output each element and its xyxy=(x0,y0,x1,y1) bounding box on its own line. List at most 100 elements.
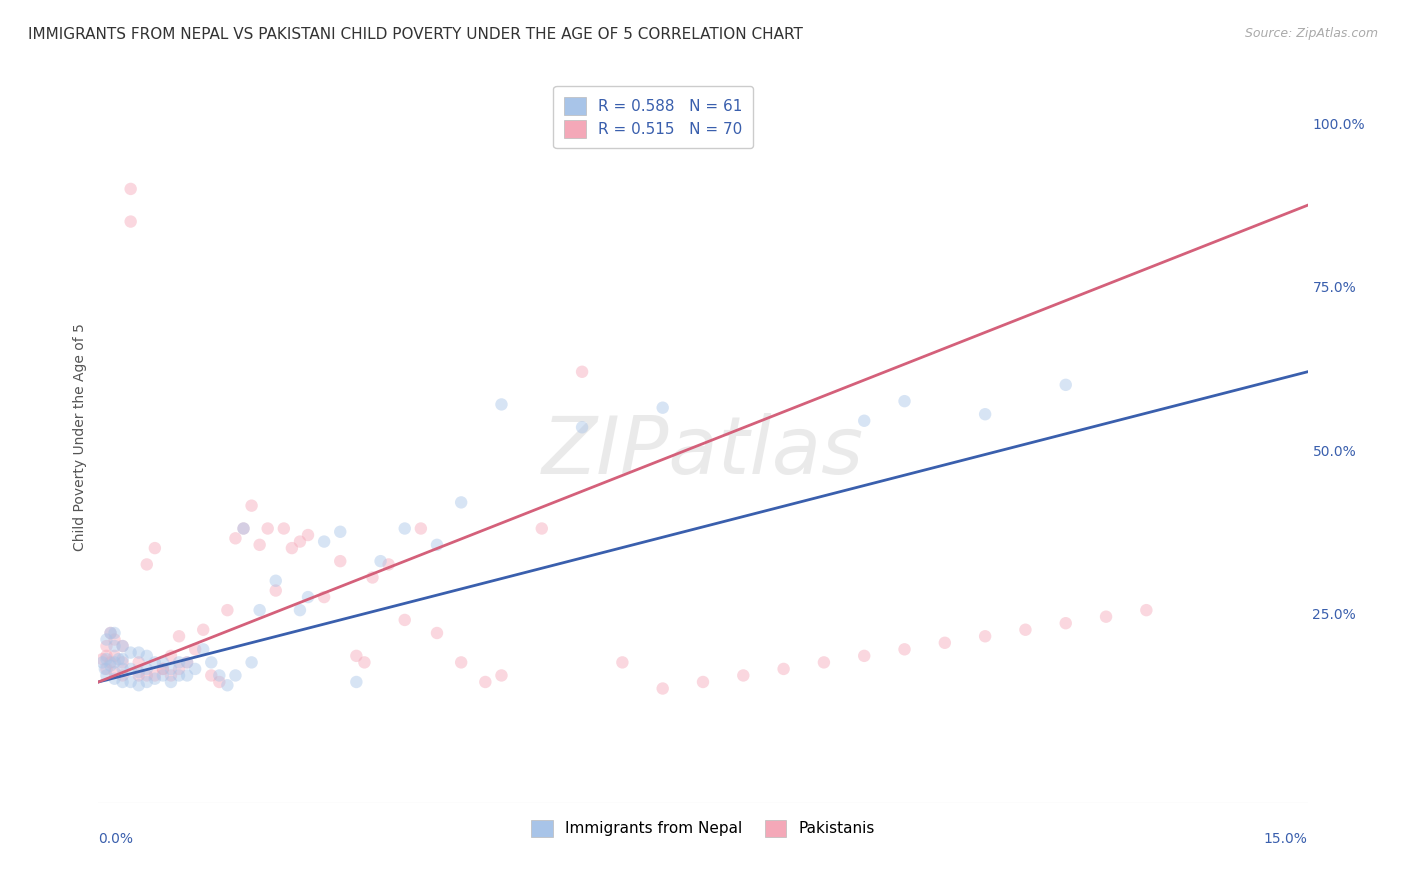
Point xyxy=(176,656,198,670)
Point xyxy=(288,603,311,617)
Point xyxy=(249,538,271,552)
Point xyxy=(224,668,246,682)
Point xyxy=(853,648,876,663)
Point xyxy=(120,662,142,676)
Point xyxy=(96,632,118,647)
Point xyxy=(571,365,593,379)
Y-axis label: Child Poverty Under the Age of 5: Child Poverty Under the Age of 5 xyxy=(73,323,87,551)
Point xyxy=(651,681,673,696)
Point xyxy=(208,668,231,682)
Point xyxy=(1095,609,1118,624)
Point xyxy=(176,656,198,670)
Point xyxy=(344,648,367,663)
Point xyxy=(256,521,278,535)
Point xyxy=(128,678,150,692)
Point xyxy=(329,554,352,568)
Point xyxy=(160,668,183,682)
Point xyxy=(893,642,915,657)
Point xyxy=(167,629,190,643)
Point xyxy=(651,401,673,415)
Point xyxy=(217,678,239,692)
Point xyxy=(853,414,876,428)
Point xyxy=(111,675,134,690)
Legend: Immigrants from Nepal, Pakistanis: Immigrants from Nepal, Pakistanis xyxy=(522,811,884,847)
Point xyxy=(329,524,352,539)
Text: 15.0%: 15.0% xyxy=(1264,832,1308,846)
Point xyxy=(143,541,166,555)
Text: IMMIGRANTS FROM NEPAL VS PAKISTANI CHILD POVERTY UNDER THE AGE OF 5 CORRELATION : IMMIGRANTS FROM NEPAL VS PAKISTANI CHILD… xyxy=(28,27,803,42)
Point xyxy=(249,603,271,617)
Point xyxy=(208,675,231,690)
Point xyxy=(288,534,311,549)
Point xyxy=(120,646,142,660)
Point xyxy=(692,675,714,690)
Point xyxy=(1054,377,1077,392)
Point xyxy=(94,662,117,676)
Point xyxy=(96,648,118,663)
Point xyxy=(893,394,915,409)
Point xyxy=(103,639,125,653)
Point xyxy=(612,656,634,670)
Point xyxy=(167,656,190,670)
Point xyxy=(370,554,392,568)
Point xyxy=(91,652,114,666)
Point xyxy=(176,668,198,682)
Point xyxy=(152,662,174,676)
Point xyxy=(135,668,157,682)
Point xyxy=(297,590,319,604)
Point xyxy=(426,538,449,552)
Point xyxy=(240,499,263,513)
Point xyxy=(135,675,157,690)
Point xyxy=(167,668,190,682)
Point xyxy=(240,656,263,670)
Point xyxy=(128,665,150,680)
Point xyxy=(107,652,129,666)
Point xyxy=(111,662,134,676)
Point xyxy=(264,583,287,598)
Point xyxy=(474,675,496,690)
Point xyxy=(143,668,166,682)
Point xyxy=(426,626,449,640)
Point xyxy=(143,672,166,686)
Point xyxy=(152,662,174,676)
Point xyxy=(160,648,183,663)
Point xyxy=(128,656,150,670)
Point xyxy=(353,656,375,670)
Point xyxy=(273,521,295,535)
Point xyxy=(297,528,319,542)
Point xyxy=(491,668,513,682)
Point xyxy=(193,623,215,637)
Point xyxy=(91,656,114,670)
Point xyxy=(96,668,118,682)
Point xyxy=(135,648,157,663)
Point xyxy=(103,648,125,663)
Point xyxy=(281,541,304,555)
Point xyxy=(491,397,513,411)
Point xyxy=(103,672,125,686)
Point xyxy=(111,639,134,653)
Point xyxy=(530,521,553,535)
Point xyxy=(409,521,432,535)
Point xyxy=(160,662,183,676)
Point xyxy=(100,626,122,640)
Point xyxy=(111,656,134,670)
Point xyxy=(394,521,416,535)
Point xyxy=(344,675,367,690)
Point xyxy=(135,662,157,676)
Point xyxy=(103,665,125,680)
Point xyxy=(193,642,215,657)
Point xyxy=(974,407,997,421)
Point xyxy=(314,590,336,604)
Point xyxy=(120,182,142,196)
Point xyxy=(377,558,399,572)
Point xyxy=(1014,623,1036,637)
Point xyxy=(103,656,125,670)
Point xyxy=(733,668,755,682)
Point xyxy=(96,639,118,653)
Point xyxy=(224,531,246,545)
Text: 0.0%: 0.0% xyxy=(98,832,134,846)
Point xyxy=(974,629,997,643)
Point xyxy=(160,675,183,690)
Point xyxy=(152,668,174,682)
Point xyxy=(120,214,142,228)
